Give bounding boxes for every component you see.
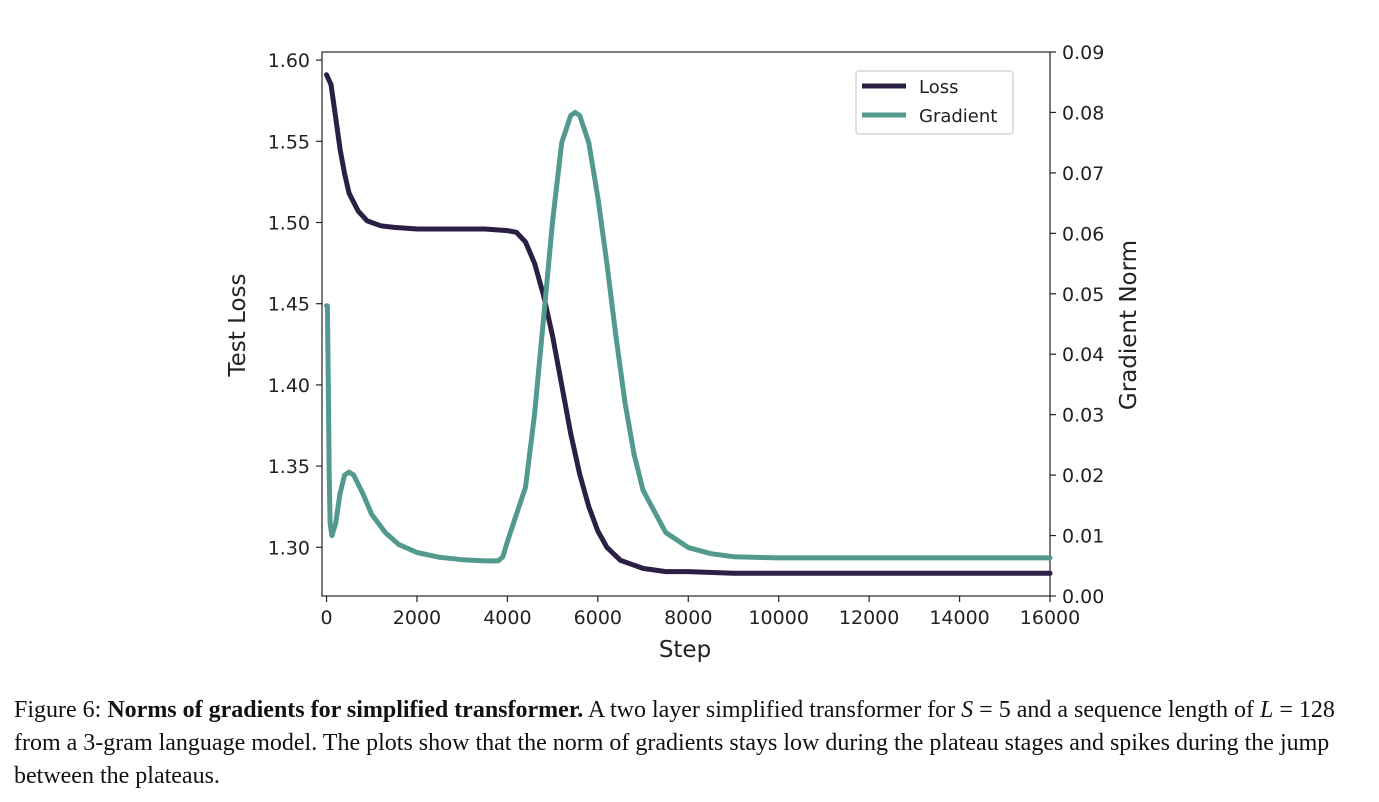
right-y-axis-ticks: 0.00 0.01 0.02 0.03 0.04 0.05 0.06 0.07 0.08 0.09 [1050,42,1104,608]
caption-math-s: S [961,697,974,723]
left-y-tick-label: 1.50 [268,213,310,235]
legend-label-gradient: Gradient [919,106,997,127]
caption-text-3: = 128 from a 3-gram language model. The … [14,697,1335,789]
left-y-tick-label: 1.60 [268,50,310,72]
figure-caption: Figure 6: Norms of gradients for simplif… [14,694,1370,793]
right-y-tick-label: 0.03 [1062,405,1104,427]
right-y-axis-label: Gradient Norm [1116,240,1142,410]
plot-area: 0 2000 4000 6000 8000 10000 12000 14000 16000 1.… [268,42,1105,629]
right-y-tick-label: 0.07 [1062,163,1104,185]
legend: Loss Gradient [855,70,1014,135]
caption-text-1: A two layer simplified transformer for [583,697,962,723]
x-axis-label: Step [659,637,711,663]
figure-chart: 0 2000 4000 6000 8000 10000 12000 14000 16000 1.… [225,42,1142,663]
series-layer [324,72,1053,576]
x-tick-label: 4000 [483,607,531,629]
x-tick-label: 6000 [574,607,622,629]
left-y-tick-label: 1.45 [268,294,310,316]
x-axis-ticks: 0 2000 4000 6000 8000 10000 12000 14000 16000 [320,596,1080,629]
right-y-tick-label: 0.04 [1062,344,1104,366]
caption-title: Norms of gradients for simplified transf… [107,697,584,723]
right-y-tick-label: 0.01 [1062,526,1104,548]
x-tick-label: 12000 [839,607,899,629]
x-tick-label: 16000 [1020,607,1080,629]
left-y-axis-label: Test Loss [225,273,251,377]
right-y-tick-label: 0.00 [1062,586,1104,608]
right-y-tick-label: 0.09 [1062,42,1104,64]
right-y-tick-label: 0.08 [1062,102,1104,124]
caption-math-l: L [1259,697,1274,723]
x-tick-label: 2000 [393,607,441,629]
x-tick-label: 10000 [748,607,808,629]
series-line-loss [324,72,1053,576]
left-y-tick-label: 1.55 [268,131,310,153]
right-y-tick-label: 0.02 [1062,465,1104,487]
series-line-gradient [324,109,1053,564]
left-y-tick-label: 1.30 [268,537,310,559]
left-y-axis-ticks: 1.30 1.35 1.40 1.45 1.50 1.55 1.60 [268,50,322,559]
x-tick-label: 8000 [664,607,712,629]
right-y-tick-label: 0.06 [1062,223,1104,245]
left-y-tick-label: 1.35 [268,456,310,478]
right-y-tick-label: 0.05 [1062,284,1104,306]
left-y-tick-label: 1.40 [268,375,310,397]
caption-text-2: = 5 and a sequence length of [973,697,1260,723]
legend-label-loss: Loss [919,77,958,98]
x-tick-label: 14000 [929,607,989,629]
caption-prefix: Figure 6: [14,697,108,723]
plot-frame [321,51,1051,597]
x-tick-label: 0 [320,607,332,629]
